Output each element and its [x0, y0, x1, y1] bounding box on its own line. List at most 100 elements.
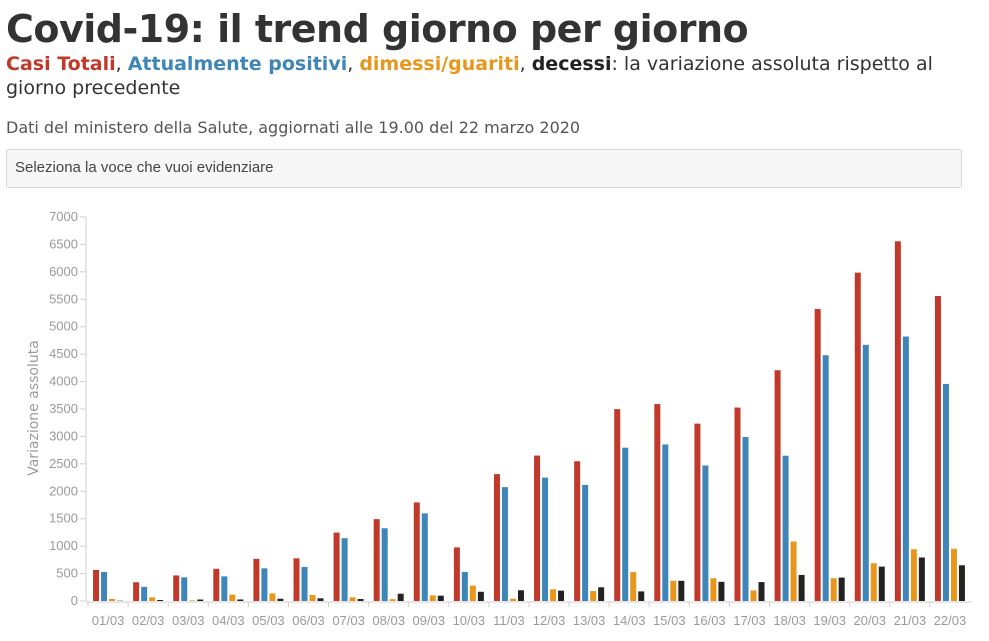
- bar-dimessi-guariti-09-03[interactable]: dimessi/guariti 09/03: 102: [429, 595, 436, 601]
- bar-casi-totali-02-03[interactable]: Casi Totali 02/03: 342: [133, 582, 140, 601]
- bar-decessi-22-03[interactable]: decessi 22/03: 651: [958, 565, 965, 601]
- bar-casi-totali-22-03[interactable]: Casi Totali 22/03: 5560: [934, 295, 941, 601]
- bar-dimessi-guariti-03-03[interactable]: dimessi/guariti 03/03: 11: [189, 600, 196, 601]
- bar-attualmente-positivi-10-03[interactable]: Attualmente positivi 10/03: 529: [461, 571, 468, 601]
- bar-attualmente-positivi-06-03[interactable]: Attualmente positivi 06/03: 621: [301, 566, 308, 601]
- bar-casi-totali-17-03[interactable]: Casi Totali 17/03: 3526: [734, 407, 741, 601]
- bar-decessi-12-03[interactable]: decessi 12/03: 189: [558, 590, 565, 601]
- bar-casi-totali-04-03[interactable]: Casi Totali 04/03: 587: [213, 568, 220, 601]
- bar-attualmente-positivi-14-03[interactable]: Attualmente positivi 14/03: 2795: [622, 447, 629, 601]
- bar-attualmente-positivi-02-03[interactable]: Attualmente positivi 02/03: 258: [141, 586, 148, 601]
- bar-casi-totali-20-03[interactable]: Casi Totali 20/03: 5986: [854, 272, 861, 601]
- page-title: Covid-19: il trend giorno per giorno: [6, 7, 749, 51]
- bar-attualmente-positivi-03-03[interactable]: Attualmente positivi 03/03: 431: [181, 577, 188, 601]
- bar-casi-totali-12-03[interactable]: Casi Totali 12/03: 2651: [534, 455, 541, 601]
- bar-dimessi-guariti-17-03[interactable]: dimessi/guariti 17/03: 192: [750, 590, 757, 601]
- x-tick-label: 04/03: [212, 613, 245, 628]
- bar-attualmente-positivi-13-03[interactable]: Attualmente positivi 13/03: 2116: [582, 484, 589, 601]
- bar-casi-totali-07-03[interactable]: Casi Totali 07/03: 1247: [333, 532, 340, 601]
- subtitle: Casi Totali, Attualmente positivi, dimes…: [6, 52, 981, 100]
- bar-decessi-13-03[interactable]: decessi 13/03: 250: [598, 587, 605, 601]
- bar-decessi-17-03[interactable]: decessi 17/03: 345: [758, 582, 765, 601]
- x-tick-label: 03/03: [172, 613, 205, 628]
- bar-decessi-10-03[interactable]: decessi 10/03: 168: [477, 591, 484, 601]
- bar-decessi-21-03[interactable]: decessi 21/03: 793: [918, 557, 925, 601]
- x-tick-label: 16/03: [693, 613, 726, 628]
- bar-dimessi-guariti-13-03[interactable]: dimessi/guariti 13/03: 181: [590, 591, 597, 601]
- bar-dimessi-guariti-20-03[interactable]: dimessi/guariti 20/03: 689: [870, 563, 877, 601]
- bar-attualmente-positivi-15-03[interactable]: Attualmente positivi 15/03: 2853: [662, 444, 669, 601]
- y-tick-label: 3000: [49, 428, 78, 443]
- bar-attualmente-positivi-09-03[interactable]: Attualmente positivi 09/03: 1598: [421, 513, 428, 601]
- bar-dimessi-guariti-15-03[interactable]: dimessi/guariti 15/03: 369: [670, 580, 677, 601]
- bar-casi-totali-08-03[interactable]: Casi Totali 08/03: 1492: [373, 519, 380, 601]
- bar-dimessi-guariti-04-03[interactable]: dimessi/guariti 04/03: 116: [229, 594, 236, 601]
- bar-attualmente-positivi-04-03[interactable]: Attualmente positivi 04/03: 449: [221, 576, 228, 601]
- bar-attualmente-positivi-20-03[interactable]: Attualmente positivi 20/03: 4670: [862, 344, 869, 601]
- bar-attualmente-positivi-18-03[interactable]: Attualmente positivi 18/03: 2648: [782, 455, 789, 601]
- bar-casi-totali-05-03[interactable]: Casi Totali 05/03: 769: [253, 558, 260, 601]
- bar-dimessi-guariti-06-03[interactable]: dimessi/guariti 06/03: 109: [309, 595, 316, 601]
- bar-casi-totali-13-03[interactable]: Casi Totali 13/03: 2547: [574, 461, 581, 601]
- bar-attualmente-positivi-22-03[interactable]: Attualmente positivi 22/03: 3957: [942, 383, 949, 601]
- bar-casi-totali-01-03[interactable]: Casi Totali 01/03: 566: [93, 569, 100, 601]
- bar-decessi-08-03[interactable]: decessi 08/03: 133: [397, 593, 404, 601]
- bar-dimessi-guariti-11-03[interactable]: dimessi/guariti 11/03: 41: [509, 598, 516, 601]
- bar-attualmente-positivi-08-03[interactable]: Attualmente positivi 08/03: 1326: [381, 528, 388, 601]
- y-axis-title: Variazione assoluta: [26, 340, 42, 476]
- bar-attualmente-positivi-07-03[interactable]: Attualmente positivi 07/03: 1145: [341, 538, 348, 601]
- bar-casi-totali-21-03[interactable]: Casi Totali 21/03: 6557: [894, 241, 901, 602]
- bar-decessi-03-03[interactable]: decessi 03/03: 27: [197, 599, 204, 601]
- bar-dimessi-guariti-16-03[interactable]: dimessi/guariti 16/03: 414: [710, 578, 717, 601]
- bar-dimessi-guariti-01-03[interactable]: dimessi/guariti 01/03: 37: [109, 598, 116, 601]
- bar-decessi-06-03[interactable]: decessi 06/03: 49: [317, 598, 324, 601]
- bar-dimessi-guariti-05-03[interactable]: dimessi/guariti 05/03: 138: [269, 593, 276, 601]
- bar-attualmente-positivi-01-03[interactable]: Attualmente positivi 01/03: 528: [101, 572, 108, 601]
- bar-casi-totali-14-03[interactable]: Casi Totali 14/03: 3497: [614, 409, 621, 601]
- bar-decessi-04-03[interactable]: decessi 04/03: 28: [237, 599, 244, 601]
- bar-decessi-18-03[interactable]: decessi 18/03: 475: [798, 574, 805, 601]
- x-tick-label: 13/03: [573, 613, 606, 628]
- bar-attualmente-positivi-17-03[interactable]: Attualmente positivi 17/03: 2989: [742, 437, 749, 601]
- bar-attualmente-positivi-11-03[interactable]: Attualmente positivi 11/03: 2076: [501, 487, 508, 601]
- highlight-select[interactable]: Seleziona la voce che vuoi evidenziare: [6, 149, 962, 188]
- bar-dimessi-guariti-22-03[interactable]: dimessi/guariti 22/03: 952: [950, 548, 957, 601]
- bar-attualmente-positivi-16-03[interactable]: Attualmente positivi 16/03: 2470: [702, 465, 709, 601]
- bar-casi-totali-10-03[interactable]: Casi Totali 10/03: 977: [453, 547, 460, 601]
- bar-attualmente-positivi-05-03[interactable]: Attualmente positivi 05/03: 595: [261, 568, 268, 601]
- bar-dimessi-guariti-10-03[interactable]: dimessi/guariti 10/03: 280: [469, 585, 476, 601]
- bar-decessi-09-03[interactable]: decessi 09/03: 97: [437, 595, 444, 601]
- bar-casi-totali-06-03[interactable]: Casi Totali 06/03: 778: [293, 558, 300, 601]
- bar-decessi-07-03[interactable]: decessi 07/03: 36: [357, 599, 364, 601]
- bar-decessi-15-03[interactable]: decessi 15/03: 368: [678, 580, 685, 601]
- bar-dimessi-guariti-08-03[interactable]: dimessi/guariti 08/03: 33: [389, 599, 396, 601]
- y-tick-label: 0: [71, 593, 78, 608]
- bar-decessi-20-03[interactable]: decessi 20/03: 627: [878, 566, 885, 601]
- bar-casi-totali-15-03[interactable]: Casi Totali 15/03: 3590: [654, 404, 661, 601]
- bar-attualmente-positivi-12-03[interactable]: Attualmente positivi 12/03: 2250: [542, 477, 549, 601]
- bar-dimessi-guariti-07-03[interactable]: dimessi/guariti 07/03: 66: [349, 597, 356, 601]
- bar-dimessi-guariti-02-03[interactable]: dimessi/guariti 02/03: 66: [149, 597, 156, 601]
- bar-dimessi-guariti-14-03[interactable]: dimessi/guariti 14/03: 527: [630, 572, 637, 601]
- bar-decessi-16-03[interactable]: decessi 16/03: 349: [718, 581, 725, 601]
- bar-dimessi-guariti-12-03[interactable]: dimessi/guariti 12/03: 213: [550, 589, 557, 601]
- bar-dimessi-guariti-19-03[interactable]: dimessi/guariti 19/03: 415: [830, 578, 837, 601]
- bar-dimessi-guariti-18-03[interactable]: dimessi/guariti 18/03: 1084: [790, 541, 797, 601]
- bar-decessi-02-03[interactable]: decessi 02/03: 18: [157, 600, 164, 601]
- bar-decessi-19-03[interactable]: decessi 19/03: 427: [838, 577, 845, 601]
- bar-casi-totali-03-03[interactable]: Casi Totali 03/03: 466: [173, 575, 180, 601]
- bar-decessi-05-03[interactable]: decessi 05/03: 41: [277, 598, 284, 601]
- bar-dimessi-guariti-21-03[interactable]: dimessi/guariti 21/03: 943: [910, 549, 917, 601]
- bar-casi-totali-16-03[interactable]: Casi Totali 16/03: 3233: [694, 423, 701, 601]
- bar-attualmente-positivi-21-03[interactable]: Attualmente positivi 21/03: 4821: [902, 336, 909, 601]
- bar-casi-totali-18-03[interactable]: Casi Totali 18/03: 4207: [774, 370, 781, 601]
- bar-casi-totali-11-03[interactable]: Casi Totali 11/03: 2313: [493, 474, 500, 601]
- bar-casi-totali-09-03[interactable]: Casi Totali 09/03: 1797: [413, 502, 420, 601]
- x-tick-label: 07/03: [332, 613, 365, 628]
- bar-casi-totali-19-03[interactable]: Casi Totali 19/03: 5322: [814, 309, 821, 601]
- x-axis: 01/03 02/03 03/03 04/03 05/03 06/03 07/03 08/03…: [86, 601, 972, 628]
- legend-casi-totali: Casi Totali: [6, 53, 116, 75]
- bar-decessi-11-03[interactable]: decessi 11/03: 196: [517, 590, 524, 601]
- bar-attualmente-positivi-19-03[interactable]: Attualmente positivi 19/03: 4480: [822, 355, 829, 601]
- bar-decessi-14-03[interactable]: decessi 14/03: 175: [638, 591, 645, 601]
